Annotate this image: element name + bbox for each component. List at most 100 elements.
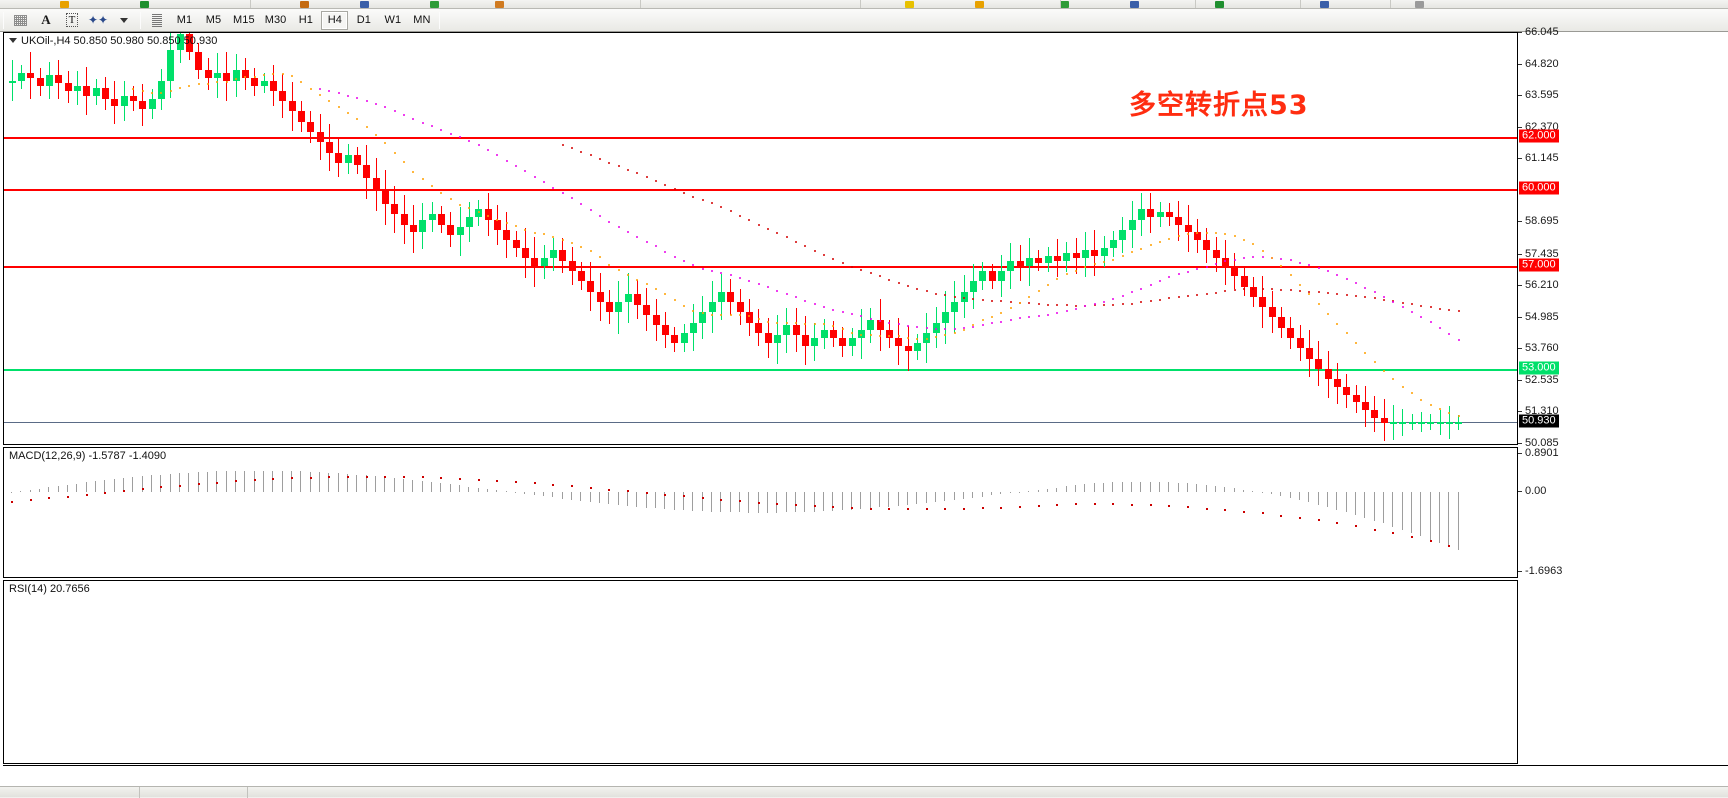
candle-body[interactable] bbox=[1417, 422, 1425, 425]
candle-body[interactable] bbox=[941, 312, 949, 323]
candle-body[interactable] bbox=[157, 80, 165, 99]
chart-area[interactable]: UKOil-,H4 50.850 50.980 50.850 50.930 多空… bbox=[0, 26, 1728, 797]
save-icon[interactable] bbox=[300, 1, 309, 8]
candle-body[interactable] bbox=[979, 271, 987, 282]
candle-body[interactable] bbox=[1408, 422, 1416, 425]
candle-body[interactable] bbox=[1081, 250, 1089, 259]
profiles-icon[interactable] bbox=[430, 1, 439, 8]
candle-body[interactable] bbox=[465, 216, 473, 228]
candle-body[interactable] bbox=[1044, 255, 1052, 264]
candle-body[interactable] bbox=[661, 325, 669, 336]
candle-body[interactable] bbox=[736, 301, 744, 313]
candle-body[interactable] bbox=[745, 312, 753, 323]
candle-body[interactable] bbox=[913, 343, 921, 351]
price-level-label-60.000[interactable]: 60.000 bbox=[1519, 181, 1559, 195]
candle-body[interactable] bbox=[344, 155, 352, 163]
price-level-line-50.930[interactable] bbox=[4, 422, 1517, 424]
candle-body[interactable] bbox=[895, 338, 903, 346]
candle-body[interactable] bbox=[521, 247, 529, 259]
price-level-label-57.000[interactable]: 57.000 bbox=[1519, 258, 1559, 272]
price-level-line-62.000[interactable] bbox=[4, 137, 1517, 140]
candle-body[interactable] bbox=[1249, 286, 1257, 297]
candle-body[interactable] bbox=[773, 335, 781, 344]
candle-body[interactable] bbox=[288, 101, 296, 112]
candle-body[interactable] bbox=[568, 260, 576, 272]
text-label-tool-icon[interactable]: T bbox=[60, 10, 84, 30]
candle-body[interactable] bbox=[1109, 240, 1117, 248]
rsi-scale[interactable] bbox=[1517, 580, 1728, 764]
candle-body[interactable] bbox=[1063, 253, 1071, 261]
candle-body[interactable] bbox=[633, 294, 641, 305]
candle-body[interactable] bbox=[708, 301, 716, 313]
candle-body[interactable] bbox=[419, 219, 427, 233]
candle-body[interactable] bbox=[1268, 307, 1276, 318]
candle-body[interactable] bbox=[1221, 258, 1229, 266]
candle-body[interactable] bbox=[1389, 422, 1397, 425]
candle-body[interactable] bbox=[764, 332, 772, 344]
candle-body[interactable] bbox=[111, 98, 119, 107]
macd-pane[interactable]: MACD(12,26,9) -1.5787 -1.4090 bbox=[3, 447, 1517, 578]
time-axis[interactable] bbox=[3, 765, 1728, 785]
candle-body[interactable] bbox=[269, 80, 277, 91]
toolbar-main[interactable]: A T ✦✦ M1 M5 M15 M30 H1 H4 D1 W1 MN bbox=[0, 9, 1728, 32]
candle-body[interactable] bbox=[101, 88, 109, 99]
candle-body[interactable] bbox=[1343, 386, 1351, 395]
candle-body[interactable] bbox=[1156, 211, 1164, 217]
candle-body[interactable] bbox=[176, 34, 184, 50]
candle-body[interactable] bbox=[848, 338, 856, 346]
timeframe-button-d1[interactable]: D1 bbox=[356, 14, 372, 26]
chevron-down-icon[interactable] bbox=[112, 10, 136, 30]
candle-body[interactable] bbox=[36, 77, 44, 86]
bar-chart-icon[interactable] bbox=[1130, 1, 1139, 8]
candle-body[interactable] bbox=[1203, 240, 1211, 251]
price-level-line-60.000[interactable] bbox=[4, 188, 1517, 191]
candle-body[interactable] bbox=[1240, 276, 1248, 287]
candle-body[interactable] bbox=[1287, 327, 1295, 339]
candle-body[interactable] bbox=[475, 209, 483, 217]
candle-body[interactable] bbox=[148, 98, 156, 109]
drawing-tools-group[interactable]: A T ✦✦ bbox=[7, 9, 137, 32]
candle-body[interactable] bbox=[839, 338, 847, 346]
candle-body[interactable] bbox=[484, 209, 492, 220]
open-icon[interactable] bbox=[140, 1, 149, 8]
timeframe-button-m1[interactable]: M1 bbox=[176, 14, 193, 26]
candle-body[interactable] bbox=[409, 224, 417, 233]
candle-body[interactable] bbox=[1184, 224, 1192, 233]
candle-body[interactable] bbox=[1455, 422, 1463, 425]
candle-body[interactable] bbox=[1137, 209, 1145, 220]
candle-body[interactable] bbox=[307, 121, 315, 132]
candle-body[interactable] bbox=[652, 314, 660, 326]
candle-body[interactable] bbox=[904, 345, 912, 351]
price-level-label-53.000[interactable]: 53.000 bbox=[1519, 361, 1559, 375]
candle-body[interactable] bbox=[1371, 410, 1379, 418]
candle-body[interactable] bbox=[829, 330, 837, 339]
candle-body[interactable] bbox=[1277, 317, 1285, 328]
candle-body[interactable] bbox=[335, 152, 343, 163]
candle-body[interactable] bbox=[671, 335, 679, 344]
price-pane[interactable]: UKOil-,H4 50.850 50.980 50.850 50.930 多空… bbox=[3, 32, 1517, 445]
price-level-line-53.000[interactable] bbox=[4, 368, 1517, 371]
timeframe-button-m5[interactable]: M5 bbox=[205, 14, 222, 26]
candle-body[interactable] bbox=[428, 214, 436, 220]
candle-body[interactable] bbox=[1352, 394, 1360, 403]
rsi-pane[interactable]: RSI(14) 20.7656 bbox=[3, 580, 1517, 764]
candle-body[interactable] bbox=[969, 281, 977, 292]
candle-body[interactable] bbox=[531, 258, 539, 266]
candle-body[interactable] bbox=[251, 77, 259, 86]
candle-body[interactable] bbox=[8, 80, 16, 83]
indicators-icon[interactable] bbox=[495, 1, 504, 8]
chevron-down-icon[interactable] bbox=[9, 38, 17, 43]
price-scale[interactable]: 66.045 64.820 63.595 62.370 61.145 58.695 57.4… bbox=[1517, 26, 1728, 449]
candle-body[interactable] bbox=[811, 338, 819, 346]
candle-body[interactable] bbox=[596, 291, 604, 302]
candle-body[interactable] bbox=[755, 322, 763, 333]
candle-body[interactable] bbox=[1259, 296, 1267, 308]
candle-body[interactable] bbox=[1436, 422, 1444, 425]
candle-body[interactable] bbox=[297, 111, 305, 122]
candle-body[interactable] bbox=[391, 204, 399, 215]
candle-body[interactable] bbox=[1175, 216, 1183, 225]
candle-body[interactable] bbox=[325, 142, 333, 153]
candle-body[interactable] bbox=[801, 335, 809, 346]
candle-body[interactable] bbox=[1212, 250, 1220, 259]
candle-body[interactable] bbox=[680, 332, 688, 344]
